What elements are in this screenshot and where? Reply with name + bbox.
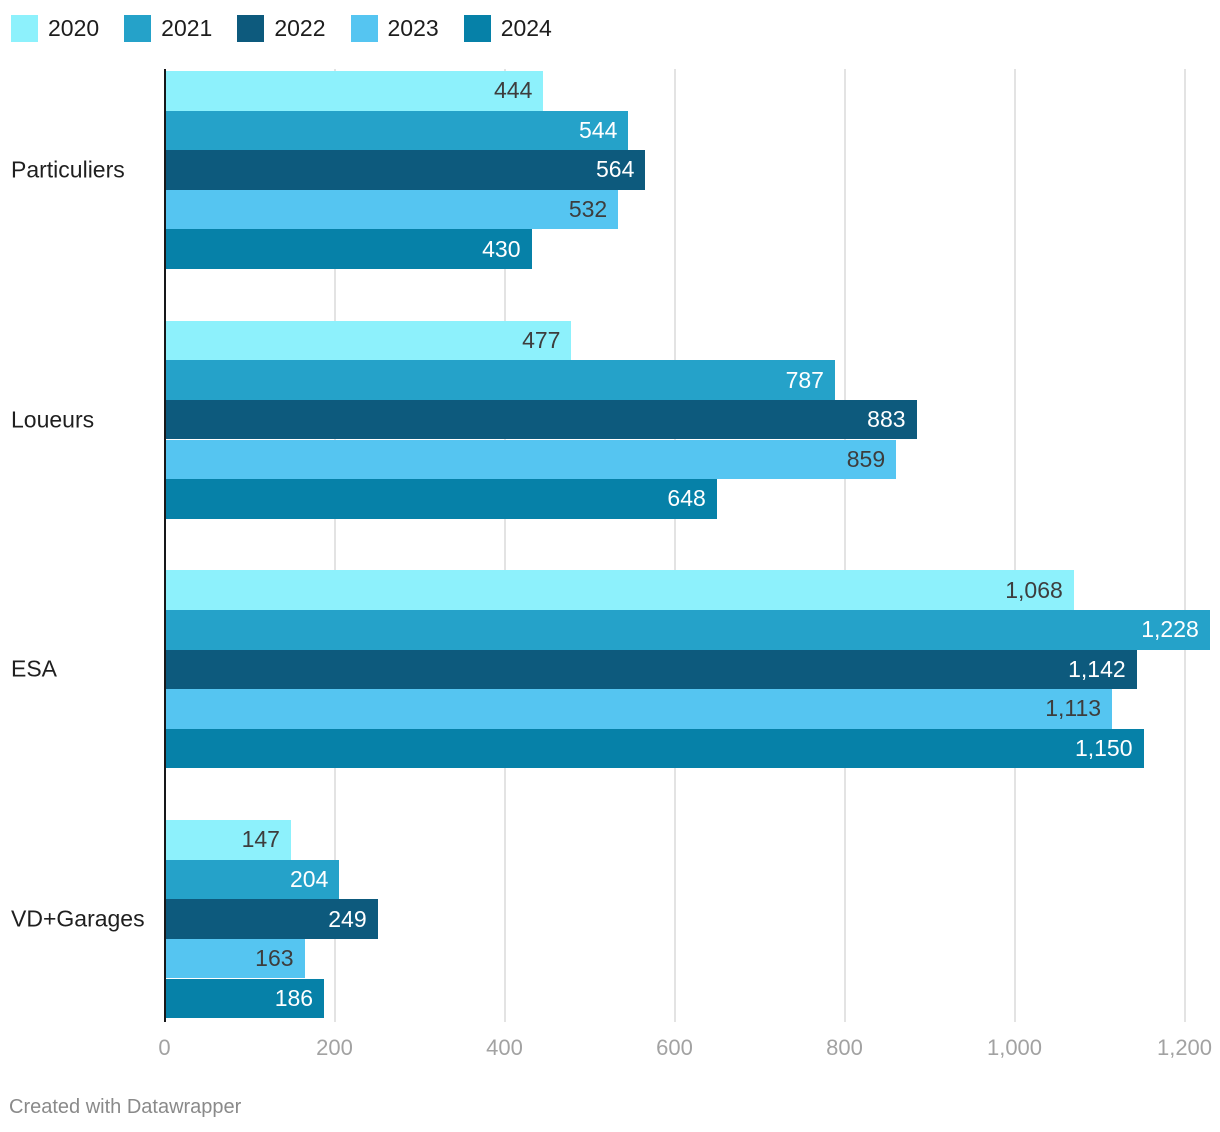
bar-value-label: 204 [290,865,329,892]
bar-2024-esa: 1,150 [166,728,1144,769]
bar-2022-particuliers: 564 [166,150,646,190]
x-tick-label-1000: 1,000 [986,1035,1043,1060]
bar-2024-particuliers: 430 [166,229,532,269]
legend-item-2021: 2021 [124,15,212,42]
bar-value-label: 787 [785,366,824,393]
legend-color-swatch [463,15,491,42]
legend: 2020 2021 2022 2023 2024 [11,15,552,42]
legend-color-swatch [350,15,378,42]
category-label-particuliers: Particuliers [11,156,125,183]
bar-2021-esa: 1,228 [166,610,1210,650]
bar-2021-loueurs: 787 [166,360,835,400]
category-label-esa: ESA [11,655,58,682]
bar-value-label: 1,150 [1074,735,1133,762]
datawrapper-credit: Created with Datawrapper [9,1096,242,1118]
gridline-600 [673,69,676,1022]
bar-value-label: 186 [274,984,314,1011]
legend-color-swatch [237,15,265,42]
bar-value-label: 859 [846,445,886,472]
gridline-400 [503,69,506,1022]
y-axis-line [163,69,166,1022]
bar-value-label: 249 [328,905,367,932]
x-tick-label-800: 800 [826,1035,863,1060]
gridline-1000 [1013,69,1016,1022]
bar-value-label: 147 [241,826,280,853]
x-tick-label-400: 400 [486,1035,523,1060]
legend-item-label: 2022 [274,15,326,41]
bar-2022-esa: 1,142 [166,649,1137,690]
legend-color-swatch [11,15,38,42]
bar-value-label: 477 [522,326,561,353]
legend-item-2022: 2022 [237,15,326,42]
bar-value-label: 648 [667,485,706,512]
legend-item-2020: 2020 [11,15,99,42]
bar-2021-vd-garages: 204 [166,859,340,900]
legend-color-swatch [124,15,152,42]
bar-value-label: 430 [482,235,521,262]
bar-value-label: 1,142 [1068,655,1126,682]
bar-2020-particuliers: 444 [166,71,544,111]
legend-item-2024: 2024 [463,15,552,42]
category-label-loueurs: Loueurs [11,406,95,433]
bar-value-label: 564 [596,156,635,183]
bar-value-label: 1,228 [1141,616,1199,643]
bar-2020-loueurs: 477 [166,320,572,361]
bar-2023-esa: 1,113 [166,689,1113,729]
legend-item-label: 2020 [48,15,100,41]
gridline-200 [333,69,336,1022]
legend-item-label: 2023 [387,15,439,41]
bar-value-label: 163 [255,945,294,972]
bar-value-label: 1,068 [1005,576,1063,603]
legend-item-2023: 2023 [350,15,439,42]
bar-value-label: 883 [867,406,906,433]
bar-2022-vd-garages: 249 [166,899,378,939]
bar-2020-esa: 1,068 [166,570,1074,610]
bar-value-label: 544 [579,116,618,143]
x-tick-label-0: 0 [158,1035,171,1060]
bar-value-label: 1,113 [1045,695,1102,722]
legend-item-label: 2024 [500,15,552,41]
bar-2023-particuliers: 532 [166,189,619,230]
bar-2024-loueurs: 648 [166,479,717,519]
x-tick-label-1200: 1,200 [1156,1035,1213,1060]
gridline-1200 [1183,69,1186,1022]
bar-2023-vd-garages: 163 [166,938,305,979]
bar-value-label: 444 [494,77,533,104]
bar-2023-loueurs: 859 [166,439,897,480]
bar-2020-vd-garages: 147 [166,820,291,860]
legend-item-label: 2021 [161,15,213,41]
bar-2021-particuliers: 544 [166,110,629,151]
x-tick-label-200: 200 [316,1035,353,1060]
bar-value-label: 532 [568,196,608,223]
bar-2022-loueurs: 883 [166,399,917,440]
bar-2024-vd-garages: 186 [166,978,325,1019]
category-label-vd-garages: VD+Garages [11,905,145,932]
gridline-800 [843,69,846,1022]
x-tick-label-600: 600 [656,1035,693,1060]
